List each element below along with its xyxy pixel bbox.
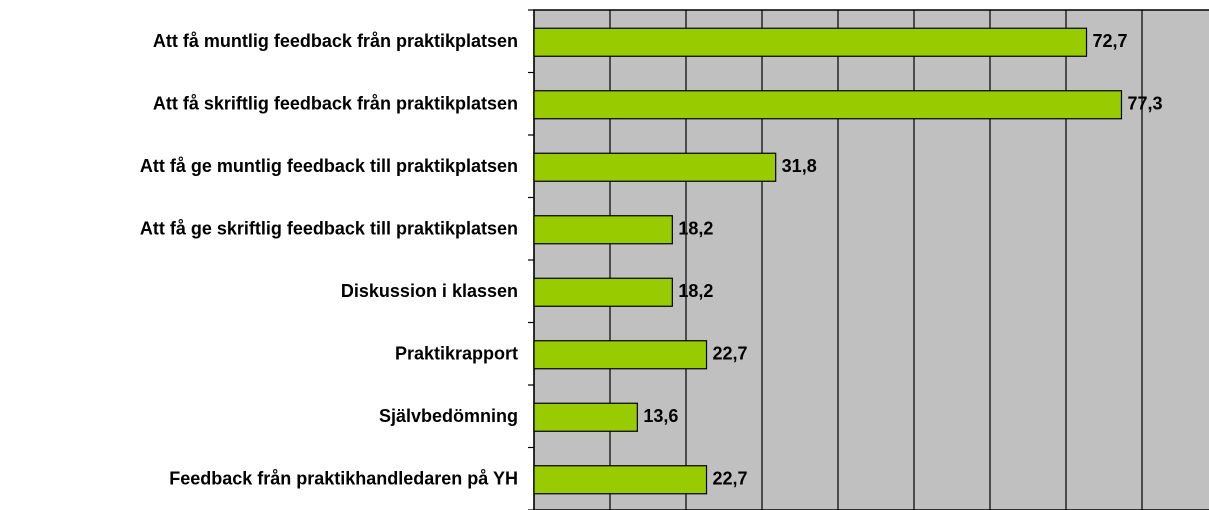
bar xyxy=(533,465,708,495)
data-label: 22,7 xyxy=(713,469,748,489)
bar xyxy=(533,340,708,370)
y-tick-label: Feedback från praktikhandledaren på YH xyxy=(169,469,518,489)
data-label: 72,7 xyxy=(1093,31,1128,51)
data-label: 77,3 xyxy=(1127,94,1162,114)
bar xyxy=(533,90,1123,120)
y-tick-label: Diskussion i klassen xyxy=(341,281,518,301)
y-tick-label: Att få ge muntlig feedback till praktikp… xyxy=(140,156,518,176)
data-label: 13,6 xyxy=(643,406,678,426)
bar xyxy=(533,27,1088,57)
bar xyxy=(533,152,777,182)
data-label: 31,8 xyxy=(782,156,817,176)
bar xyxy=(533,215,673,245)
data-label: 22,7 xyxy=(713,344,748,364)
y-tick-label: Självbedömning xyxy=(379,406,518,426)
bar xyxy=(533,402,638,432)
y-tick-label: Praktikrapport xyxy=(395,344,518,364)
y-tick-label: Att få muntlig feedback från praktikplat… xyxy=(153,31,518,51)
y-tick-label: Att få skriftlig feedback från praktikpl… xyxy=(153,94,518,114)
bar xyxy=(533,277,673,307)
plot-area xyxy=(533,9,1209,510)
y-tick-label: Att få ge skriftlig feedback till prakti… xyxy=(140,219,518,239)
data-label: 18,2 xyxy=(678,281,713,301)
data-label: 18,2 xyxy=(678,219,713,239)
